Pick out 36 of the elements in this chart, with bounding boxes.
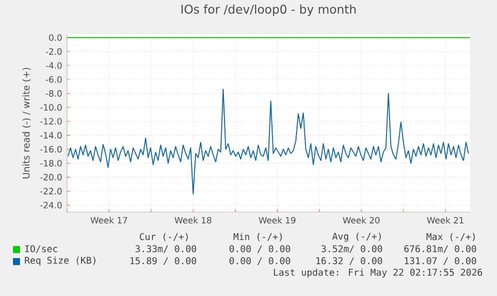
y-tick-label: 0.0 (49, 34, 62, 41)
y-tick-label: -12.0 (40, 118, 62, 125)
y-tick-label: -22.0 (40, 188, 62, 194)
text: Avg (-/+) (332, 232, 381, 242)
x-tick-label: Week 19 (258, 216, 296, 224)
text: 676.81m/ 0.00 (404, 245, 476, 253)
x-tick-label: Week 20 (342, 216, 380, 224)
text: Last update: Fri May 22 02:17:55 2026 (274, 268, 482, 278)
text: 131.07 / 0.00 (404, 257, 476, 265)
y-tick-label: -4.0 (46, 62, 62, 69)
text: 15.89 / 0.00 (130, 257, 196, 265)
text: 3.52m/ 0.00 (322, 245, 382, 253)
y-tick-label: -20.0 (40, 174, 62, 180)
y-tick-label: -14.0 (40, 132, 62, 139)
x-tick-label: Week 18 (174, 216, 212, 224)
legend-label: IO/sec (25, 245, 58, 253)
text: Min (-/+) (234, 232, 282, 242)
line-series (68, 88, 469, 194)
y-tick-label: -16.0 (40, 146, 62, 153)
text: 0.00 / 0.00 (230, 257, 290, 265)
text: Cur (-/+) (140, 232, 188, 242)
y-tick-label: -2.0 (46, 48, 62, 55)
y-tick-label: -24.0 (40, 202, 62, 208)
y-tick-label: -8.0 (46, 90, 62, 97)
legend-label: Req Size (KB) (24, 256, 96, 266)
text: Max (-/+) (426, 232, 475, 242)
y-tick-label: -10.0 (40, 104, 62, 111)
text: 16.32 / 0.00 (316, 257, 382, 265)
chart-title: IOs for /dev/loop0 - by month (182, 4, 356, 16)
y-axis-title: Units read (-) / write (+) (22, 68, 31, 178)
y-tick-label: -6.0 (46, 76, 62, 83)
y-tick-label: -18.0 (40, 160, 62, 166)
text: 3.33m/ 0.00 (136, 245, 196, 253)
text: 0.00 / 0.00 (230, 245, 290, 253)
x-tick-label: Week 21 (427, 216, 464, 224)
x-tick-label: Week 17 (90, 216, 128, 224)
